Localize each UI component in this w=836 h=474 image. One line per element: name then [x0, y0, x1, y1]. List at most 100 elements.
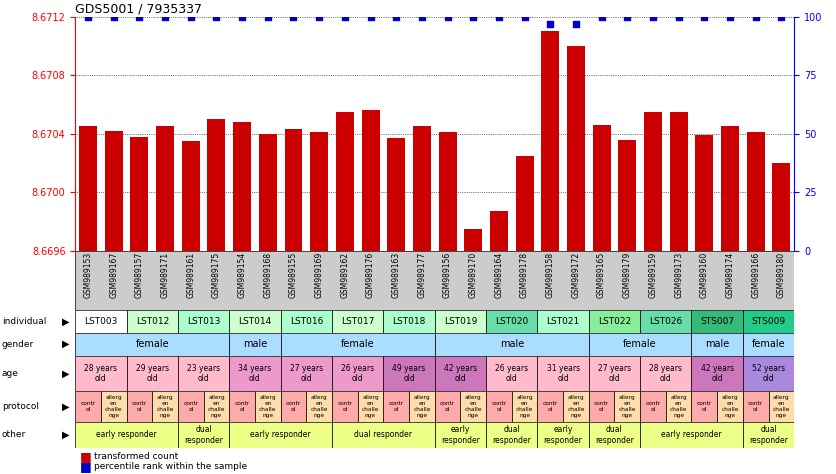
Point: [569, 20, 583, 27]
Text: LST020: LST020: [495, 317, 528, 326]
Point: [338, 13, 351, 20]
Text: female: female: [752, 339, 785, 349]
Bar: [130, 137, 149, 251]
Text: 28 years
old: 28 years old: [650, 364, 682, 383]
Bar: [538, 422, 589, 448]
Text: LST012: LST012: [135, 317, 169, 326]
Text: contr
ol: contr ol: [645, 401, 660, 412]
Text: GSM989171: GSM989171: [161, 252, 170, 298]
Text: early responder: early responder: [250, 430, 311, 439]
Text: contr
ol: contr ol: [235, 401, 250, 412]
Text: other: other: [2, 430, 26, 439]
Point: [517, 13, 531, 20]
Point: [697, 13, 711, 20]
Text: GSM989170: GSM989170: [469, 252, 477, 298]
Bar: [691, 333, 743, 356]
Bar: [229, 333, 281, 356]
Text: LST013: LST013: [187, 317, 221, 326]
Text: 28 years
old: 28 years old: [84, 364, 117, 383]
Text: individual: individual: [2, 317, 46, 326]
Bar: [563, 391, 589, 422]
Text: allerg
en
challe
nge: allerg en challe nge: [567, 395, 584, 418]
Bar: [486, 422, 538, 448]
Point: [543, 20, 557, 27]
Bar: [486, 356, 538, 391]
Bar: [126, 356, 178, 391]
Bar: [486, 310, 538, 333]
Text: STS009: STS009: [752, 317, 786, 326]
Text: GSM989174: GSM989174: [726, 252, 735, 298]
Text: GSM989159: GSM989159: [649, 252, 657, 298]
Text: dual
responder: dual responder: [595, 425, 634, 445]
Text: dual
responder: dual responder: [749, 425, 788, 445]
Point: [210, 13, 223, 20]
Text: LST026: LST026: [650, 317, 682, 326]
Text: contr
ol: contr ol: [183, 401, 198, 412]
Point: [620, 13, 634, 20]
Text: GSM989162: GSM989162: [340, 252, 349, 298]
Text: contr
ol: contr ol: [594, 401, 609, 412]
Bar: [281, 391, 306, 422]
Bar: [691, 356, 743, 391]
Bar: [589, 391, 614, 422]
Point: [287, 13, 300, 20]
Text: contr
ol: contr ol: [492, 401, 507, 412]
Text: gender: gender: [2, 340, 34, 348]
Text: GSM989166: GSM989166: [752, 252, 760, 298]
Text: contr
ol: contr ol: [132, 401, 147, 412]
Bar: [104, 131, 123, 251]
Text: ▶: ▶: [62, 368, 69, 378]
Text: GSM989157: GSM989157: [135, 252, 144, 298]
Text: allerg
en
challe
nge: allerg en challe nge: [772, 395, 790, 418]
Text: allerg
en
challe
nge: allerg en challe nge: [156, 395, 174, 418]
Text: male: male: [500, 339, 524, 349]
Bar: [281, 333, 435, 356]
Bar: [384, 391, 409, 422]
Text: GSM989156: GSM989156: [443, 252, 452, 298]
Text: ▶: ▶: [62, 401, 69, 411]
Point: [236, 13, 249, 20]
Bar: [747, 132, 765, 251]
Text: male: male: [242, 339, 268, 349]
Text: allerg
en
challe
nge: allerg en challe nge: [670, 395, 687, 418]
Bar: [461, 391, 486, 422]
Text: GSM989160: GSM989160: [700, 252, 709, 298]
Bar: [435, 310, 486, 333]
Text: ■: ■: [79, 460, 91, 474]
Text: LST022: LST022: [598, 317, 631, 326]
Bar: [229, 356, 281, 391]
Bar: [332, 356, 384, 391]
Bar: [284, 129, 303, 251]
Bar: [567, 46, 585, 251]
Text: allerg
en
challe
nge: allerg en challe nge: [105, 395, 123, 418]
Bar: [768, 391, 794, 422]
Point: [184, 13, 197, 20]
Text: 29 years
old: 29 years old: [135, 364, 169, 383]
Point: [158, 13, 171, 20]
Text: GSM989176: GSM989176: [366, 252, 375, 298]
Bar: [310, 132, 329, 251]
Bar: [614, 391, 640, 422]
Bar: [229, 310, 281, 333]
Point: [749, 13, 762, 20]
Bar: [640, 391, 665, 422]
Bar: [178, 391, 204, 422]
Text: contr
ol: contr ol: [80, 401, 95, 412]
Bar: [743, 422, 794, 448]
Bar: [640, 356, 691, 391]
Point: [313, 13, 326, 20]
Text: LST018: LST018: [392, 317, 426, 326]
Text: dual responder: dual responder: [354, 430, 412, 439]
Text: early
responder: early responder: [441, 425, 480, 445]
Bar: [259, 134, 277, 251]
Text: GSM989168: GSM989168: [263, 252, 273, 298]
Text: allerg
en
challe
nge: allerg en challe nge: [619, 395, 636, 418]
Bar: [204, 391, 229, 422]
Text: STS007: STS007: [700, 317, 734, 326]
Text: LST016: LST016: [289, 317, 323, 326]
Bar: [229, 422, 332, 448]
Point: [261, 13, 274, 20]
Bar: [384, 356, 435, 391]
Text: ▶: ▶: [62, 316, 69, 327]
Text: early responder: early responder: [96, 430, 157, 439]
